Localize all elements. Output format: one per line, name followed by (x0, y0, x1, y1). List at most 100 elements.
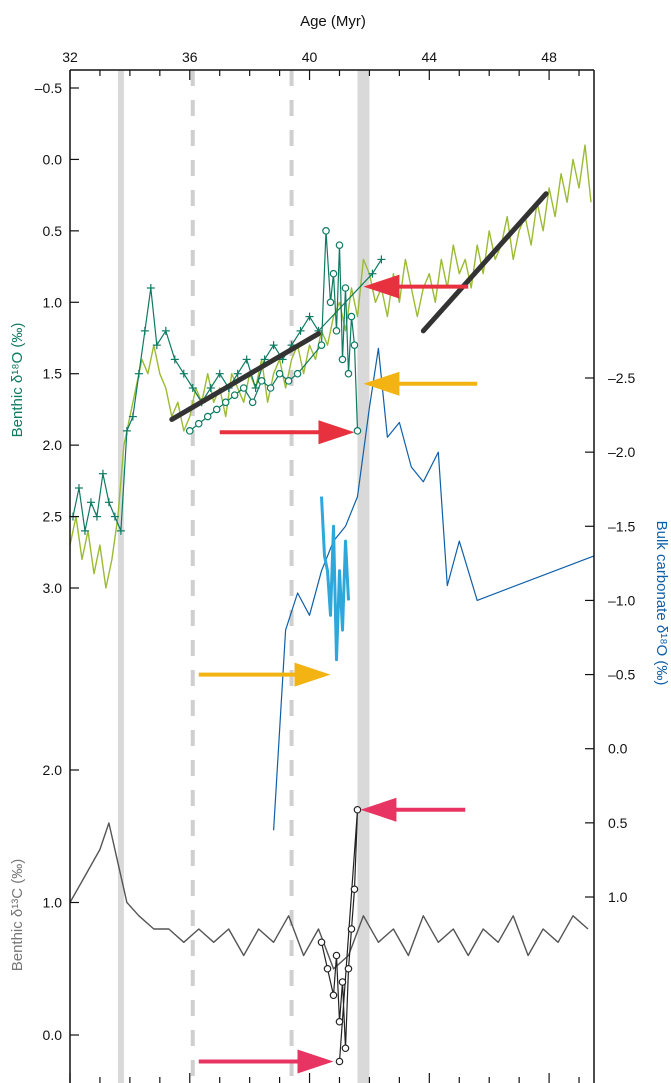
right-tick-label: –1.0 (608, 592, 635, 608)
series-2-point (329, 269, 338, 278)
right-tick-label: –0.5 (608, 667, 635, 683)
series-6-point (353, 805, 362, 814)
right-tick-label: –1.5 (608, 518, 635, 534)
series-6-point (317, 938, 326, 947)
series-2-point (341, 284, 350, 292)
series-1-point (122, 426, 131, 435)
series-1-point (296, 326, 305, 335)
right-tick-label: 0.0 (608, 741, 628, 757)
shaded-band-0 (117, 70, 124, 1083)
series-2-point (257, 377, 266, 385)
left-bottom-tick-label: 1.0 (43, 895, 63, 911)
series-1-point (377, 255, 386, 264)
series-2-point (350, 341, 359, 349)
left-top-tick-label: 1.0 (43, 294, 63, 310)
series-1-point (206, 384, 215, 392)
series-1-point (140, 326, 149, 335)
arrow-red-0 (363, 274, 469, 299)
right-tick-label: 1.0 (608, 889, 628, 905)
arrow-head (294, 662, 331, 687)
series-4-line (320, 496, 350, 662)
series-2-point (347, 312, 356, 321)
arrow-head (318, 420, 355, 445)
left-top-axis-title: Benthic δ¹⁸O (‰) (9, 323, 26, 438)
series-1-point (116, 526, 125, 535)
right-tick-label: 0.5 (608, 815, 628, 831)
series-2-point (194, 419, 203, 428)
series-2-point (332, 327, 341, 335)
arrow-pink-5 (198, 1049, 334, 1074)
series-1-point (188, 384, 197, 392)
trend-line-1 (420, 191, 549, 334)
x-tick-label: 48 (541, 49, 557, 65)
series-2-point (185, 427, 194, 435)
marks-layer (169, 191, 549, 1074)
series-2-point (275, 369, 284, 378)
series-1-point (98, 469, 107, 478)
series-1-point (128, 412, 137, 421)
series-2-point (230, 391, 239, 399)
series-1-point (233, 369, 242, 378)
series-6-point (344, 964, 353, 973)
series-1-point (242, 355, 251, 364)
data-layer (68, 144, 595, 1066)
series-2-point (338, 355, 347, 364)
left-top-tick-label: 2.5 (43, 509, 63, 525)
arrow-yellow-3 (198, 662, 331, 687)
series-6-point (350, 885, 359, 894)
left-top-tick-label: 1.5 (43, 366, 63, 382)
arrow-head (363, 274, 400, 299)
left-top-tick-label: 0.0 (43, 151, 63, 167)
series-1-point (92, 512, 101, 521)
series-6-point (329, 991, 338, 1000)
x-axis-title: Age (Myr) (300, 13, 366, 30)
right-tick-label: –2.0 (608, 444, 635, 460)
series-1-point (161, 326, 170, 335)
series-1-point (260, 355, 269, 364)
series-2-point (221, 398, 230, 407)
right-axis-title: Bulk carbonate δ¹⁸O (‰) (653, 521, 670, 686)
series-2-point (212, 405, 221, 414)
series-2-point (335, 241, 344, 249)
series-1-point (104, 498, 113, 507)
shaded-band-1 (357, 70, 370, 1083)
x-tick-label: 40 (302, 49, 318, 65)
series-1-point (134, 369, 143, 378)
series-6-point (323, 964, 332, 973)
series-6-point (347, 925, 356, 933)
series-3-line (273, 347, 595, 831)
left-top-tick-label: 2.0 (43, 437, 63, 453)
series-6-point (335, 1017, 344, 1026)
series-6-point (332, 951, 341, 960)
left-top-tick-label: 3.0 (43, 580, 63, 596)
series-2-point (284, 377, 293, 385)
series-2-point (322, 227, 330, 235)
right-tick-label: –2.5 (608, 370, 635, 386)
series-1-point (170, 355, 179, 364)
arrow-red-2 (219, 420, 355, 445)
series-1-point (86, 498, 95, 507)
left-top-tick-label: 0.5 (43, 223, 63, 239)
series-2-point (344, 369, 353, 378)
series-2-point (326, 298, 335, 307)
series-6-point (341, 1044, 350, 1053)
series-2-point (248, 398, 257, 407)
trend-line-0 (169, 331, 322, 422)
series-6-point (338, 978, 347, 986)
series-1-point (80, 526, 89, 535)
axes-layer: Age (Myr) Benthic δ¹⁸O (‰) Bulk carbonat… (9, 13, 670, 1083)
series-1-point (305, 312, 314, 321)
series-2-point (353, 427, 362, 435)
background-layer (117, 70, 370, 1083)
arrow-head (363, 371, 400, 396)
series-1-point (179, 369, 188, 378)
series-5-line (69, 822, 589, 970)
series-1-point (74, 484, 83, 492)
series-1-point (269, 341, 278, 350)
series-6-point (335, 1057, 344, 1066)
left-bottom-tick-label: 2.0 (43, 762, 63, 778)
arrow-pink-4 (360, 797, 466, 822)
series-1-point (215, 369, 224, 378)
arrow-yellow-1 (363, 371, 478, 396)
